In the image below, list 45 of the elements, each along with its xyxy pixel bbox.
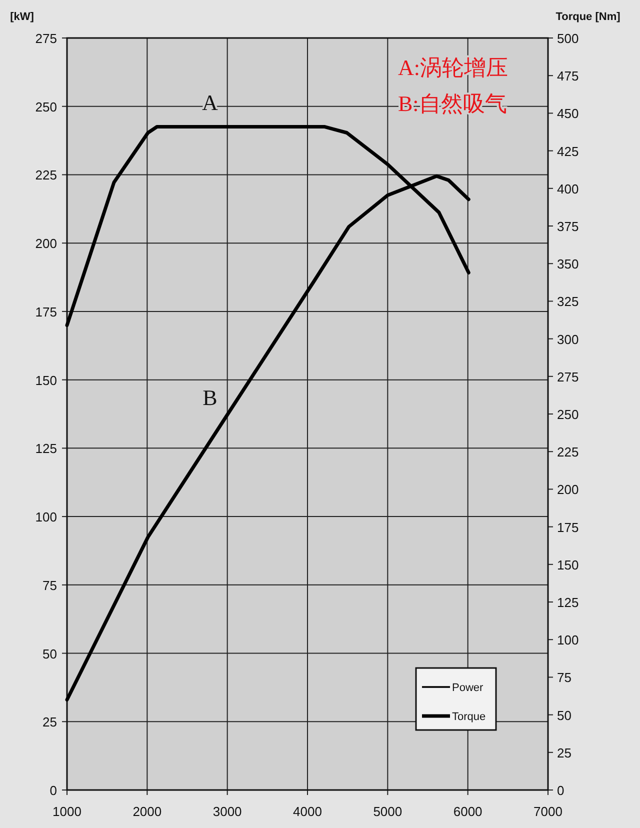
y-tick-label: 75 [42,578,57,593]
y2-tick-label: 125 [557,595,579,610]
annotation: B [202,385,218,410]
y2-tick-label: 250 [557,407,579,422]
y-tick-label: 100 [35,510,57,525]
y2-tick-label: 150 [557,557,579,572]
y2-tick-label: 50 [557,708,572,723]
y2-axis-title: Torque [Nm] [556,11,621,23]
y-tick-label: 150 [35,372,57,388]
y2-tick-label: 375 [557,219,579,234]
y2-tick-label: 200 [557,482,579,498]
y2-tick-label: 25 [557,745,572,760]
y2-tick-label: 300 [557,332,579,347]
y-tick-label: 200 [35,236,57,252]
y2-tick-label: 400 [557,181,579,196]
y2-tick-label: 225 [557,444,579,460]
legend-label: Power [452,682,484,694]
y2-tick-label: 500 [557,31,579,46]
x-tick-label: 1000 [52,804,82,819]
y-tick-label: 0 [50,783,57,798]
y2-tick-label: 275 [557,369,579,384]
y-tick-label: 275 [35,31,57,46]
y-axis-title: [kW] [10,11,34,23]
y-tick-label: 175 [35,304,57,320]
y2-tick-label: 325 [557,294,579,310]
x-tick-label: 7000 [534,804,562,819]
y2-tick-label: 175 [557,520,579,535]
y2-tick-label: 475 [557,68,579,84]
y-tick-label: 250 [35,99,57,114]
y2-tick-label: 425 [557,144,579,159]
y2-tick-label: 450 [557,106,579,122]
y-tick-label: 50 [42,646,57,662]
y2-tick-label: 350 [557,256,579,272]
y-tick-label: 225 [35,168,57,183]
legend-label: Torque [452,711,486,723]
x-tick-label: 5000 [373,804,402,819]
y-tick-label: 125 [35,441,57,456]
x-tick-label: 4000 [293,804,322,819]
x-tick-label: 6000 [453,804,482,819]
y-tick-label: 25 [42,714,57,730]
x-tick-label: 3000 [212,804,242,819]
y2-tick-label: 100 [557,632,579,648]
x-tick-label: 2000 [132,804,162,819]
y2-tick-label: 0 [557,783,564,798]
y2-tick-label: 75 [557,670,572,686]
